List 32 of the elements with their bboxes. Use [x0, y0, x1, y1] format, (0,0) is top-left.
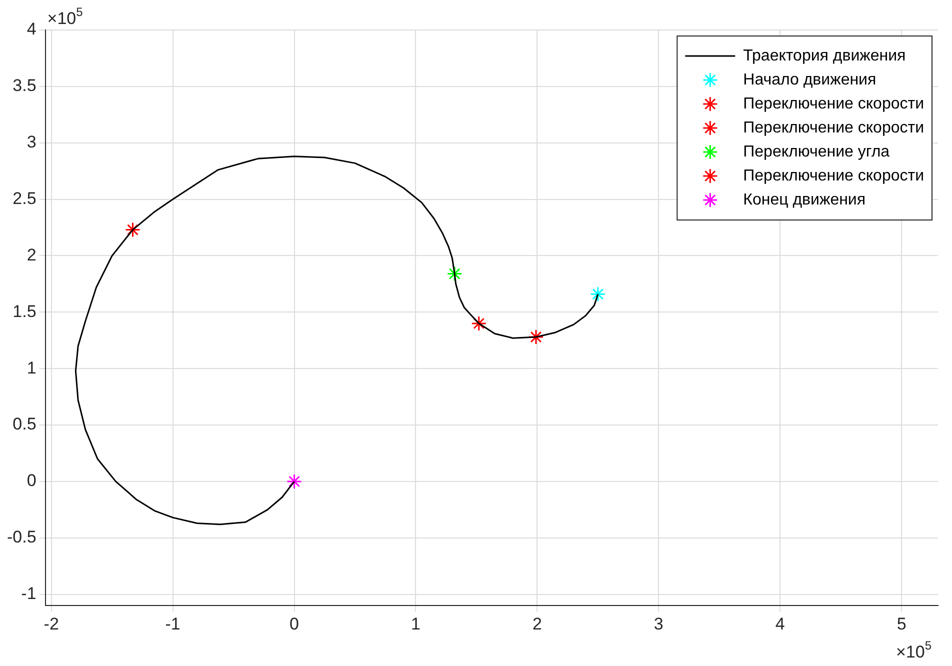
x-tick-label: -1: [165, 614, 180, 634]
y-tick-label: 4: [26, 20, 36, 39]
y-tick-label: 0: [26, 471, 36, 490]
x-tick-label: 4: [775, 614, 785, 634]
x-tick-label: 2: [532, 614, 542, 634]
y-tick-label: 3: [26, 132, 36, 152]
y-tick-label: 0.5: [12, 414, 36, 434]
legend-label: Траектория движения: [743, 47, 906, 64]
point: [446, 266, 462, 282]
legend-label: Переключение угла: [743, 143, 890, 160]
legend-label: Начало движения: [743, 71, 876, 88]
y-tick-label: 1: [26, 358, 36, 378]
legend-label: Переключение скорости: [743, 167, 924, 184]
legend-label: Переключение скорости: [743, 119, 924, 136]
y-tick-label: -1: [21, 584, 36, 603]
point: [471, 316, 487, 332]
point: [590, 286, 606, 302]
y-tick-label: 1.5: [12, 302, 36, 321]
y-tick-label: 2.5: [12, 188, 36, 208]
y-tick-label: 2: [26, 245, 36, 264]
y-tick-label: -0.5: [6, 528, 36, 547]
x-tick-label: 1: [411, 614, 420, 634]
x-tick-label: 5: [896, 614, 906, 634]
point: [528, 329, 544, 345]
x-tick-label: -2: [44, 614, 59, 634]
x-tick-label: 3: [654, 614, 664, 634]
point: [286, 474, 302, 490]
y-tick-label: 3.5: [12, 76, 36, 96]
x-tick-label: 0: [290, 614, 300, 634]
point: [124, 222, 140, 238]
legend-label: Конец движения: [743, 191, 866, 208]
legend-label: Переключение скорости: [743, 95, 924, 112]
